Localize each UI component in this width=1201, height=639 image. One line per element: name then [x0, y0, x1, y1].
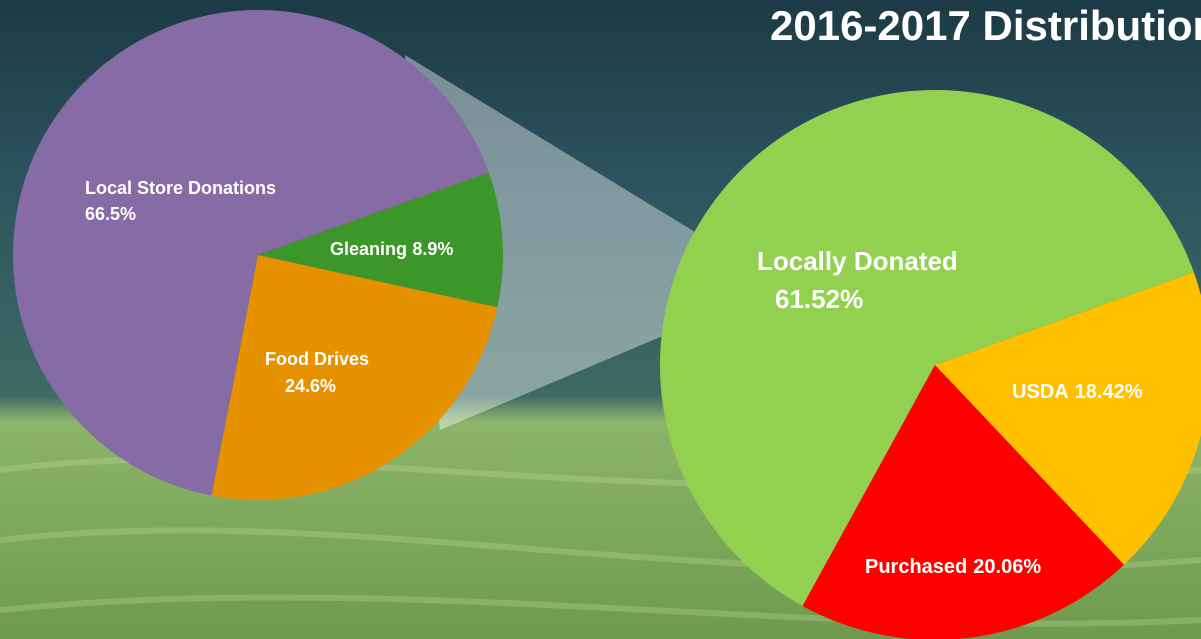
pie-slice — [211, 255, 498, 500]
slice-value-label: 20.06% — [973, 556, 1041, 578]
slice-value-label: 61.52% — [775, 284, 863, 314]
slice-value-label: 24.6% — [285, 376, 336, 396]
slice-label: Gleaning — [330, 239, 407, 259]
pie-slice — [12, 9, 489, 496]
pie-slice — [935, 272, 1201, 565]
slice-label: Purchased — [865, 556, 967, 578]
slice-label: Food Drives — [265, 349, 369, 369]
slide-title: 2016-2017 Distribution — [770, 2, 1201, 49]
slice-label: Locally Donated — [757, 246, 958, 276]
charts: Local Store Donations 66.5% Gleaning 8.9% Fo… — [12, 9, 1201, 639]
slice-value-label: 18.42% — [1075, 381, 1143, 403]
slice-value-label: 8.9% — [412, 239, 453, 259]
slice-value-label: 66.5% — [85, 204, 136, 224]
slice-label: USDA — [1012, 381, 1069, 403]
pie-slice — [802, 365, 1124, 639]
slice-label: Local Store Donations — [85, 178, 276, 198]
pie-slice — [258, 172, 503, 308]
pie-slice — [659, 89, 1194, 606]
